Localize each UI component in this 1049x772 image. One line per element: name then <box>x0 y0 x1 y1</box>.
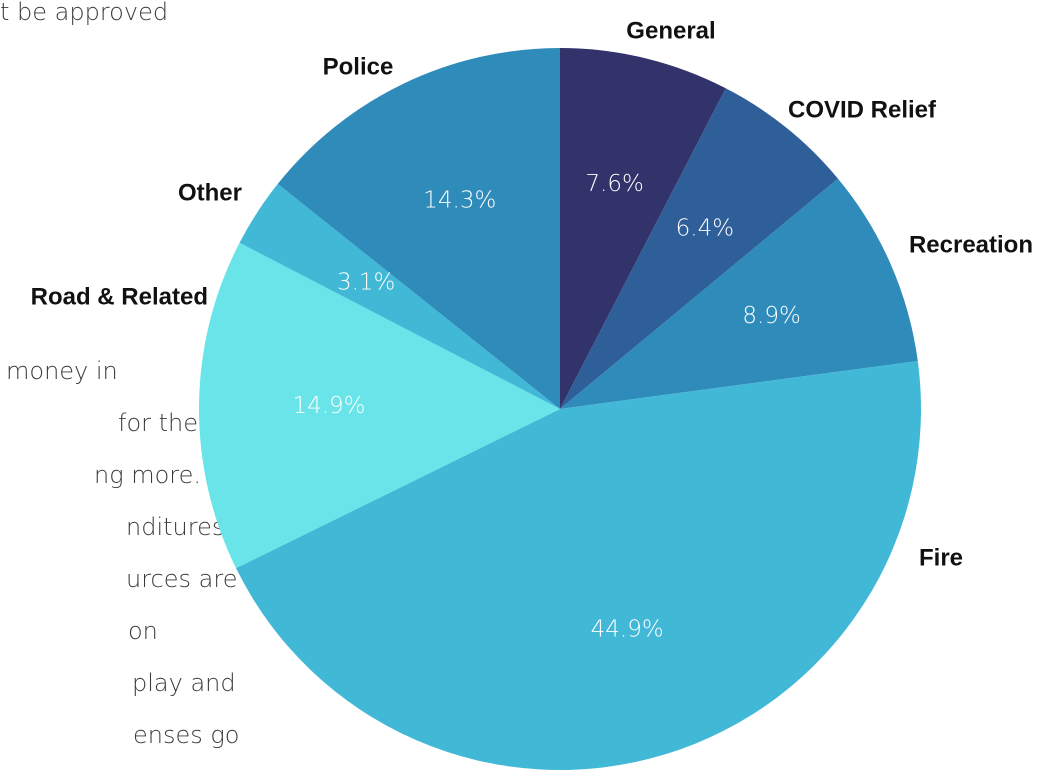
category-label-covid-relief: COVID Relief <box>788 96 937 123</box>
background-text-line: nditures <box>126 513 225 541</box>
category-label-police: Police <box>323 53 394 80</box>
category-label-recreation: Recreation <box>909 231 1033 258</box>
value-label-police: 14.3% <box>423 187 496 213</box>
category-label-road-and-related: Road & Related <box>31 283 208 310</box>
background-text-line: money in <box>6 357 118 385</box>
pie-labels: 7.6% General 6.4% COVID Relief 8.9% Recreatio… <box>31 17 1033 642</box>
background-text-line: on <box>128 617 158 645</box>
background-text-line: enses go <box>133 721 240 749</box>
category-label-general: General <box>626 17 715 44</box>
background-text-line: for the <box>118 409 199 437</box>
value-label-recreation: 8.9% <box>742 303 800 329</box>
pie-slice-road-and-related <box>198 242 561 569</box>
category-label-fire: Fire <box>919 544 963 571</box>
pie-slice-general <box>560 48 726 409</box>
pie-slice-other <box>239 183 560 409</box>
value-label-general: 7.6% <box>585 171 643 197</box>
value-label-covid-relief: 6.4% <box>676 216 734 242</box>
category-label-other: Other <box>178 179 242 206</box>
value-label-other: 3.1% <box>337 270 395 296</box>
background-text-line: urces are <box>126 565 238 593</box>
background-text-line: t be approved <box>0 0 169 26</box>
background-text-line: play and <box>132 669 236 697</box>
pie-slice-covid-relief <box>560 88 838 410</box>
value-label-fire: 44.9% <box>591 617 664 643</box>
pie-slices <box>198 48 921 770</box>
value-label-road-and-related: 14.9% <box>292 393 365 419</box>
pie-slice-recreation <box>560 178 918 409</box>
pie-slice-police <box>277 48 560 409</box>
background-text-line: ng more. <box>94 461 202 489</box>
pie-slice-fire <box>235 360 921 770</box>
